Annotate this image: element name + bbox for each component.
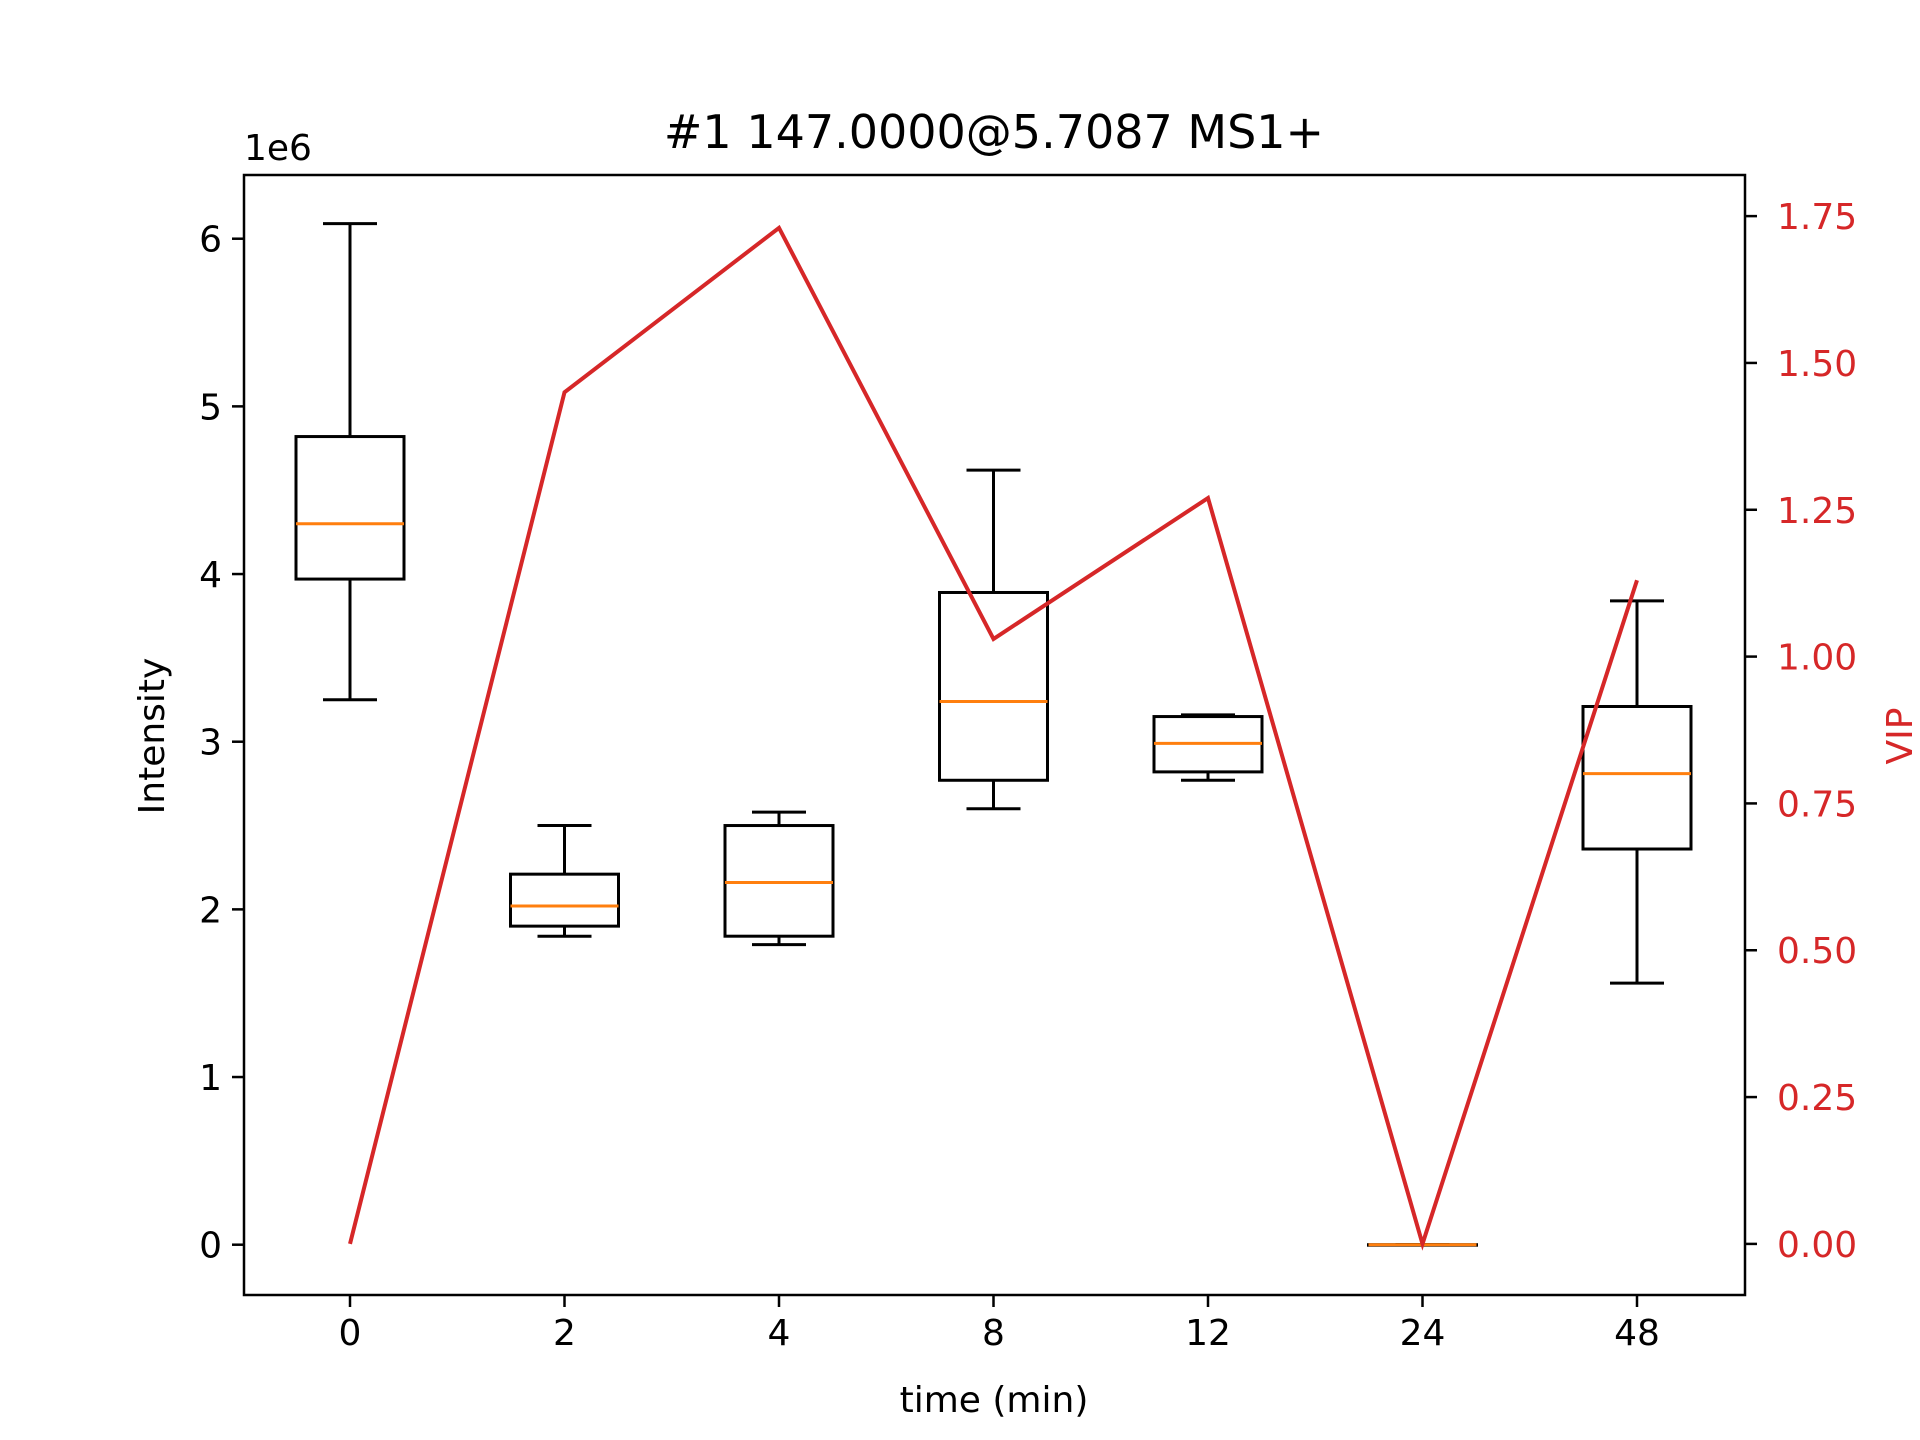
y-axis-label: Intensity — [132, 658, 173, 815]
x-tick-label: 2 — [553, 1313, 576, 1354]
box-4 — [723, 824, 835, 938]
vip-tick-label: 1.25 — [1777, 491, 1857, 532]
box-48 — [1581, 704, 1693, 851]
x-tick-label: 0 — [339, 1313, 362, 1354]
vip-axis-label: VIP — [1880, 708, 1920, 765]
box-8 — [938, 590, 1049, 782]
plot-frame — [242, 173, 1747, 1297]
y-offset-label: 1e6 — [244, 128, 312, 169]
y-tick-label: 2 — [199, 890, 222, 931]
y-tick-label: 0 — [199, 1226, 222, 1267]
x-tick-label: 12 — [1185, 1313, 1231, 1354]
x-tick-label: 8 — [982, 1313, 1005, 1354]
vip-tick-label: 0.75 — [1777, 784, 1857, 825]
chart-title: #1 147.0000@5.7087 MS1+ — [664, 105, 1324, 159]
x-tick-label: 24 — [1400, 1313, 1446, 1354]
vip-series-line — [348, 224, 1639, 1251]
x-tick-label: 48 — [1614, 1313, 1660, 1354]
vip-tick-label: 0.50 — [1777, 931, 1857, 972]
vip-tick-label: 1.00 — [1777, 638, 1857, 679]
y-tick-label: 3 — [199, 723, 222, 764]
y-tick-label: 1 — [199, 1058, 222, 1099]
y-tick-label: 6 — [199, 220, 222, 261]
vip-tick-label: 0.00 — [1777, 1225, 1857, 1266]
plot-area: 01234560.000.250.500.751.001.251.501.750… — [199, 173, 1857, 1354]
box-0 — [294, 435, 406, 581]
y-tick-label: 5 — [199, 387, 222, 428]
vip-tick-label: 1.75 — [1777, 197, 1857, 238]
vip-tick-label: 1.50 — [1777, 344, 1857, 385]
y-tick-label: 4 — [199, 555, 222, 596]
x-axis-label: time (min) — [900, 1380, 1089, 1421]
x-tick-label: 4 — [768, 1313, 791, 1354]
vip-tick-label: 0.25 — [1777, 1078, 1857, 1119]
box-2 — [509, 872, 620, 928]
